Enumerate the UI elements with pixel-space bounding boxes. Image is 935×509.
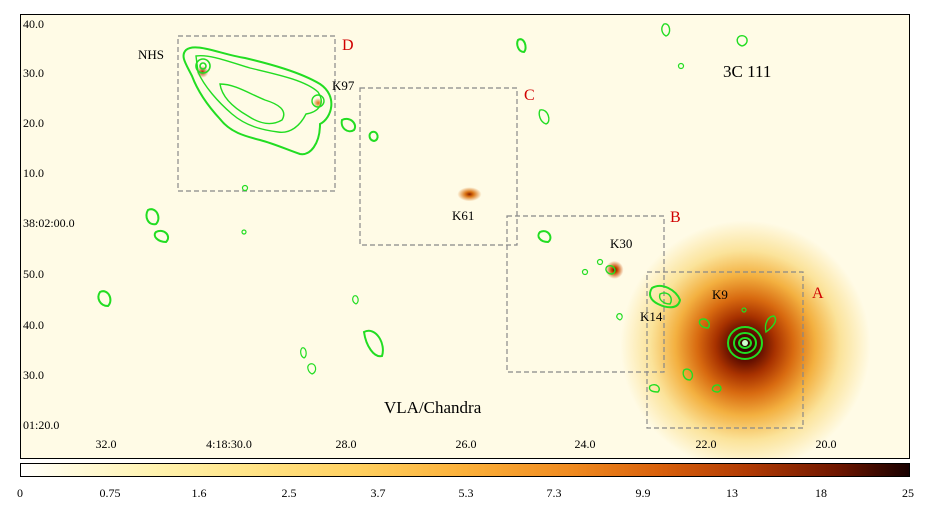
ra-tick: 28.0 (335, 437, 357, 451)
colorbar-tick: 13 (726, 486, 738, 500)
colorbar-tick: 18 (815, 486, 827, 500)
colorbar-tick: 7.3 (546, 486, 562, 500)
xray-radio-image: NHS K97 K61 K30 K14 K9 D C B A 3C 111 VL… (20, 14, 910, 459)
dec-tick: 10.0 (23, 166, 44, 180)
dec-tick: 30.0 (23, 368, 44, 382)
colorbar (20, 463, 910, 477)
image-frame: NHS K97 K61 K30 K14 K9 D C B A 3C 111 VL… (20, 14, 910, 459)
region-letter-c: C (524, 87, 535, 104)
colorbar-tick: 1.6 (191, 486, 207, 500)
ra-tick: 32.0 (95, 437, 117, 451)
region-box-a (646, 271, 804, 429)
dec-tick: 38:02:00.0 (23, 216, 75, 230)
label-k97: K97 (332, 78, 355, 93)
region-box-c (359, 87, 518, 246)
label-k30: K30 (610, 236, 633, 251)
ra-tick: 22.0 (695, 437, 717, 451)
label-k61: K61 (452, 208, 475, 223)
region-letter-d: D (342, 37, 354, 54)
colorbar-tick: 0.75 (99, 486, 121, 500)
plot-caption: VLA/Chandra (384, 398, 482, 417)
region-letter-b: B (670, 209, 681, 226)
colorbar-tick: 9.9 (635, 486, 651, 500)
overlay-svg (97, 23, 804, 429)
region-box-d (177, 35, 336, 192)
colorbar-tick: 25 (902, 486, 914, 500)
colorbar-tick: 0 (17, 486, 23, 500)
dec-tick: 30.0 (23, 66, 44, 80)
colorbar-tick: 3.7 (370, 486, 386, 500)
colorbar-tick: 2.5 (281, 486, 297, 500)
ra-tick: 20.0 (815, 437, 837, 451)
plot-title: 3C 111 (723, 62, 772, 81)
dec-tick: 40.0 (23, 318, 44, 332)
dec-tick: 20.0 (23, 116, 44, 130)
ra-tick: 24.0 (574, 437, 596, 451)
ra-tick: 26.0 (455, 437, 477, 451)
dec-tick: 50.0 (23, 267, 44, 281)
colorbar-tick: 5.3 (458, 486, 474, 500)
region-letter-a: A (812, 285, 824, 302)
dec-tick: 01:20.0 (23, 418, 60, 432)
label-k9: K9 (712, 287, 728, 302)
ra-tick: 4:18:30.0 (206, 437, 252, 451)
radio-contours (97, 23, 777, 393)
region-box-b (506, 215, 665, 373)
label-k14: K14 (640, 309, 663, 324)
dec-tick: 40.0 (23, 17, 44, 31)
label-nhs: NHS (138, 47, 165, 62)
